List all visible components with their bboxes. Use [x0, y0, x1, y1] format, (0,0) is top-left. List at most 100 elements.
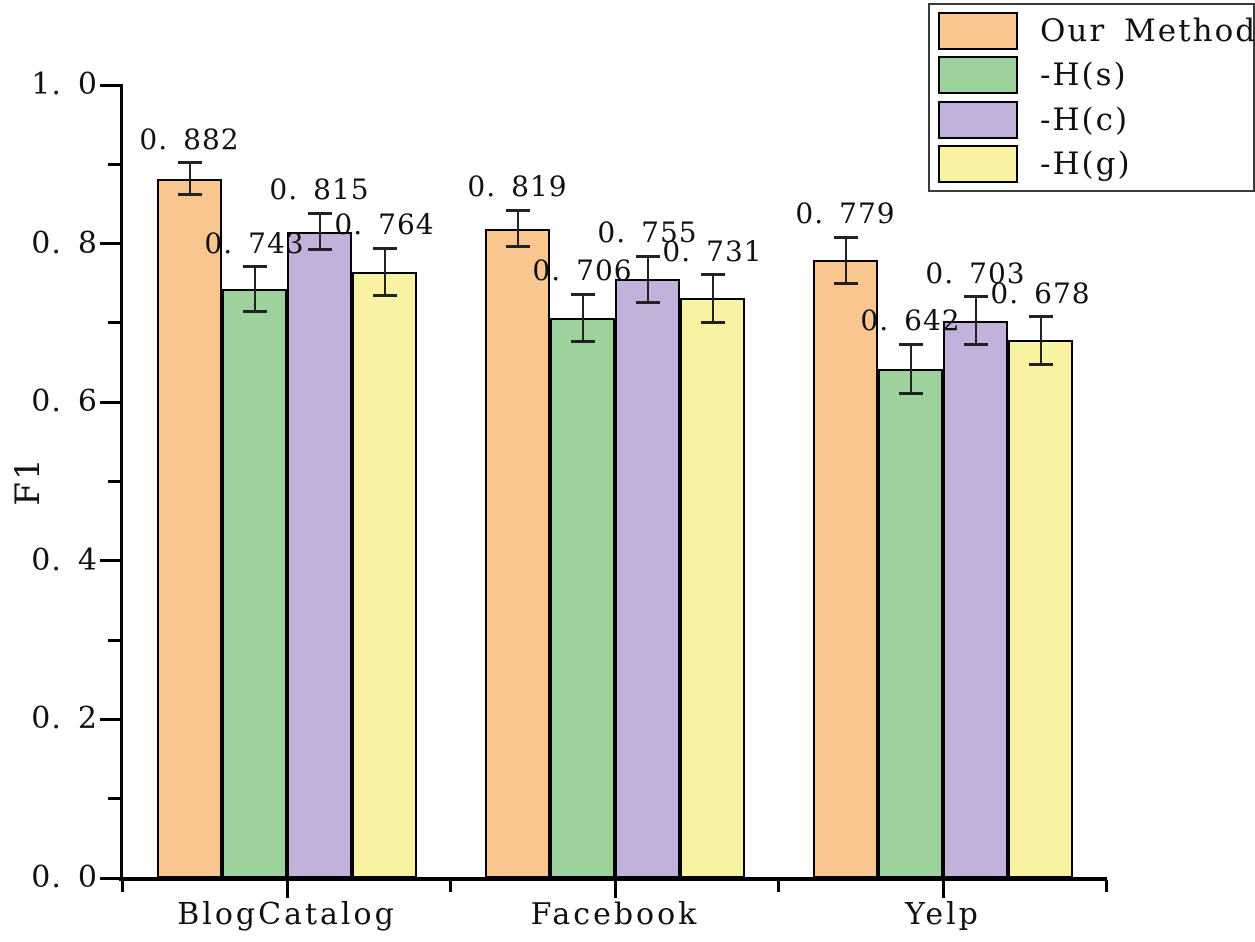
y-major-tick — [100, 717, 120, 721]
error-bar-line — [646, 256, 649, 303]
bar-value-label: 0. 731 — [662, 234, 763, 268]
x-axis-spine — [119, 877, 1107, 881]
y-minor-tick — [108, 321, 120, 325]
error-bar-line — [188, 162, 191, 195]
bar--h-g--facebook — [680, 298, 745, 878]
error-bar-cap-bottom — [372, 294, 397, 298]
bar-value-label: 0. 706 — [532, 254, 633, 288]
legend-label: -H(g) — [1040, 145, 1132, 182]
legend: Our Method -H(s) -H(c) -H(g) — [928, 3, 1255, 192]
y-tick-label: 0. 2 — [31, 701, 98, 737]
bar-value-label: 0. 703 — [925, 256, 1026, 290]
x-boundary-tick — [449, 880, 452, 892]
error-bar-cap-bottom — [700, 320, 725, 324]
error-bar-cap-bottom — [177, 192, 202, 196]
bar-value-label: 0. 642 — [860, 304, 961, 338]
error-bar-cap-top — [700, 273, 725, 277]
legend-item: -H(s) — [938, 56, 1245, 95]
error-bar-cap-bottom — [898, 391, 923, 395]
error-bar-line — [516, 210, 519, 247]
bar--h-s--facebook — [550, 318, 615, 878]
y-tick-label: 0. 6 — [31, 384, 98, 420]
x-major-tick — [285, 880, 289, 898]
legend-label: Our Method — [1040, 13, 1255, 49]
legend-swatch-icon — [938, 100, 1018, 139]
bar-value-label: 0. 779 — [795, 197, 896, 231]
bar-value-label: 0. 743 — [204, 226, 305, 260]
y-major-tick — [100, 559, 120, 563]
y-tick-label: 0. 0 — [31, 860, 98, 895]
error-bar-line — [1039, 316, 1042, 365]
error-bar-cap-bottom — [833, 281, 858, 285]
legend-item: -H(c) — [938, 100, 1245, 139]
x-boundary-tick — [121, 880, 124, 892]
error-bar-line — [318, 213, 321, 250]
error-bar-line — [581, 294, 584, 342]
bar-our-method-facebook — [485, 228, 550, 878]
bar-value-label: 0. 755 — [597, 216, 698, 250]
y-minor-tick — [108, 162, 120, 166]
x-category-label: BlogCatalog — [177, 897, 397, 932]
bar-value-label: 0. 764 — [334, 208, 435, 242]
error-bar-cap-bottom — [570, 340, 595, 344]
bar-value-label: 0. 882 — [139, 122, 240, 156]
error-bar-cap-top — [372, 246, 397, 250]
error-bar-cap-bottom — [1028, 362, 1053, 366]
error-bar-line — [383, 248, 386, 296]
error-bar-cap-top — [833, 235, 858, 239]
error-bar-line — [909, 344, 912, 394]
y-axis-spine — [120, 84, 123, 881]
error-bar-cap-bottom — [635, 300, 660, 304]
error-bar-cap-top — [242, 265, 267, 269]
bar--h-g--yelp — [1008, 340, 1073, 878]
x-boundary-tick — [777, 880, 780, 892]
legend-item: Our Method — [938, 12, 1255, 50]
error-bar-cap-bottom — [505, 245, 530, 249]
bar-value-label: 0. 819 — [467, 170, 568, 204]
y-major-tick — [100, 242, 120, 246]
x-category-label: Yelp — [905, 897, 981, 932]
y-major-tick — [100, 400, 120, 404]
x-major-tick — [941, 880, 945, 898]
error-bar-line — [974, 296, 977, 345]
x-boundary-tick — [1105, 880, 1108, 892]
error-bar-line — [253, 266, 256, 311]
bar-our-method-yelp — [813, 260, 878, 878]
y-minor-tick — [108, 797, 120, 801]
y-tick-label: 1. 0 — [31, 67, 98, 102]
error-bar-cap-top — [635, 254, 660, 258]
y-major-tick — [100, 83, 120, 87]
bar--h-c--facebook — [615, 279, 680, 878]
bar--h-s--yelp — [878, 368, 943, 878]
y-minor-tick — [108, 480, 120, 483]
y-tick-label: 0. 4 — [31, 542, 98, 578]
error-bar-cap-top — [177, 161, 202, 165]
error-bar-line — [844, 237, 847, 284]
error-bar-cap-bottom — [242, 309, 267, 313]
bar-value-label: 0. 678 — [990, 276, 1091, 310]
bar--h-s--blogcatalog — [222, 288, 287, 878]
legend-item: -H(g) — [938, 144, 1245, 183]
error-bar-cap-top — [898, 342, 923, 346]
legend-swatch-icon — [938, 56, 1018, 95]
error-bar-cap-top — [963, 295, 988, 299]
error-bar-line — [711, 274, 714, 323]
y-tick-label: 0. 8 — [31, 225, 98, 261]
y-major-tick — [100, 876, 120, 880]
y-minor-tick — [108, 638, 120, 642]
error-bar-cap-top — [505, 208, 530, 212]
legend-swatch-icon — [938, 144, 1018, 183]
error-bar-cap-bottom — [963, 342, 988, 346]
bar-value-label: 0. 815 — [269, 173, 370, 207]
x-major-tick — [613, 880, 617, 898]
bar-our-method-blogcatalog — [157, 178, 222, 878]
legend-label: -H(s) — [1040, 57, 1128, 94]
error-bar-cap-bottom — [307, 248, 332, 252]
bar--h-c--blogcatalog — [287, 231, 352, 878]
error-bar-cap-top — [570, 292, 595, 296]
error-bar-cap-top — [307, 211, 332, 215]
error-bar-cap-top — [1028, 315, 1053, 319]
legend-swatch-icon — [938, 12, 1018, 50]
